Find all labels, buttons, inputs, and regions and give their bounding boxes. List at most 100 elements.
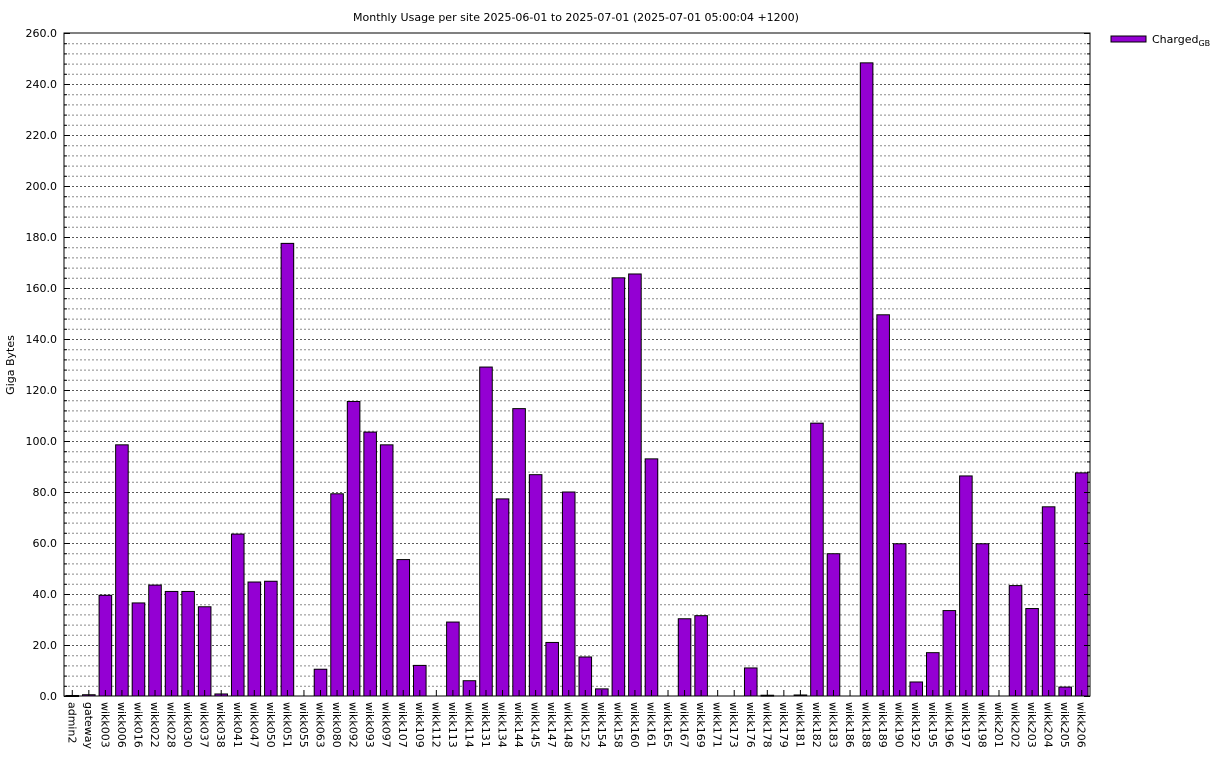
bar-wikk093 [363, 431, 377, 697]
x-tick-label: wikk022 [148, 702, 161, 748]
x-tick-label: wikk145 [529, 702, 542, 748]
y-tick-labels: 0.0 20.0 40.0 60.0 80.0 100.0 120.0 140.0 160.0 1… [26, 27, 58, 703]
y-axis-label: Giga Bytes [4, 335, 17, 395]
bar-wikk080 [330, 493, 344, 697]
x-tick-label: wikk092 [347, 702, 360, 748]
bar-wikk134 [495, 498, 510, 697]
bar-wikk030 [181, 590, 195, 697]
x-tick-label: wikk131 [479, 702, 492, 748]
x-tick-label: wikk178 [760, 702, 773, 748]
x-tick-label: wikk051 [280, 702, 293, 748]
y-tick-label: 160.0 [26, 282, 58, 295]
bar-wikk147 [545, 641, 559, 697]
x-tick-label: wikk173 [727, 702, 740, 748]
x-tick-label: wikk201 [992, 702, 1005, 748]
x-tick-label: wikk113 [446, 702, 459, 748]
bar-wikk148 [561, 491, 576, 697]
y-tick-label: 80.0 [33, 486, 58, 499]
y-tick-label: 220.0 [26, 129, 58, 142]
bar-wikk028 [164, 590, 179, 697]
y-tick-label: 180.0 [26, 231, 58, 244]
x-tick-label: wikk114 [462, 702, 475, 748]
x-tick-label: wikk006 [115, 702, 128, 748]
bar-wikk051 [280, 242, 295, 697]
x-tick-label: wikk112 [429, 702, 442, 748]
x-tick-label: wikk188 [860, 702, 873, 748]
x-tick-label: wikk206 [1075, 702, 1088, 748]
x-tick-label: wikk080 [330, 702, 343, 748]
x-tick-label: wikk016 [131, 702, 144, 748]
x-tick-label: wikk097 [380, 702, 393, 748]
bar-wikk188 [859, 62, 874, 697]
x-tick-label: wikk165 [661, 702, 674, 748]
x-tick-label: wikk055 [297, 702, 310, 748]
x-tick-label: wikk192 [909, 702, 922, 748]
x-tick-label: wikk050 [264, 702, 277, 748]
bar-wikk204 [1041, 506, 1056, 697]
bar-wikk202 [1008, 585, 1023, 697]
bar-wikk037 [197, 606, 212, 697]
x-tick-label: wikk202 [1009, 702, 1022, 748]
y-tick-label: 40.0 [33, 588, 58, 601]
x-tick-label: wikk196 [942, 702, 955, 748]
x-tick-label: wikk109 [413, 702, 426, 748]
x-tick-label: wikk167 [678, 702, 691, 748]
y-tick-label: 60.0 [33, 537, 58, 550]
bar-wikk047 [247, 581, 262, 697]
x-tick-label: wikk028 [165, 702, 178, 748]
y-tick-label: 200.0 [26, 180, 58, 193]
x-tick-label: wikk030 [181, 702, 194, 748]
chart-title: Monthly Usage per site 2025-06-01 to 202… [353, 11, 799, 24]
x-tick-label: wikk144 [512, 702, 525, 748]
bar-wikk190 [892, 543, 907, 697]
bar-wikk161 [644, 458, 659, 697]
bar-wikk196 [942, 610, 957, 697]
bar-wikk003 [98, 594, 113, 697]
x-tick-label: wikk204 [1042, 702, 1055, 748]
plot-frame [63, 32, 1091, 697]
x-tick-label: wikk186 [843, 702, 856, 748]
x-tick-label: wikk161 [644, 702, 657, 748]
x-tick-label: wikk197 [959, 702, 972, 748]
y-tick-label: 140.0 [26, 333, 58, 346]
bar-wikk144 [512, 408, 526, 697]
x-tick-label: wikk047 [247, 702, 260, 748]
bar-wikk169 [694, 615, 708, 697]
y-tick-label: 260.0 [26, 27, 58, 40]
x-tick-label: wikk037 [198, 702, 211, 748]
x-tick-label: wikk160 [628, 702, 641, 748]
x-tick-label: wikk169 [694, 702, 707, 748]
x-tick-label: wikk183 [827, 702, 840, 748]
bar-wikk158 [611, 277, 626, 697]
bar-wikk189 [876, 314, 890, 697]
x-tick-label: gateway [82, 702, 95, 750]
x-tick-label: wikk171 [711, 702, 724, 748]
x-tick-label: wikk154 [595, 702, 608, 748]
y-tick-label: 0.0 [40, 690, 58, 703]
bar-wikk203 [1025, 608, 1039, 697]
bar-wikk167 [677, 618, 692, 697]
legend-label: ChargedGB [1152, 33, 1210, 48]
bar-wikk092 [346, 400, 361, 697]
x-tick-label: wikk063 [314, 702, 327, 748]
x-tick-label: wikk041 [231, 702, 244, 748]
y-tick-label: 120.0 [26, 384, 58, 397]
bar-wikk206 [1074, 472, 1089, 697]
x-tick-label: wikk003 [98, 702, 111, 748]
x-tick-label: wikk189 [876, 702, 889, 748]
bar-wikk183 [826, 553, 841, 697]
x-tick-label: wikk093 [363, 702, 376, 748]
x-tick-label: wikk038 [214, 702, 227, 748]
y-tick-label: 240.0 [26, 78, 58, 91]
x-tick-label: wikk181 [793, 702, 806, 748]
bar-wikk016 [131, 602, 146, 697]
y-tick-label: 100.0 [26, 435, 58, 448]
bar-wikk195 [926, 652, 940, 697]
x-tick-label: wikk182 [810, 702, 823, 748]
bars [65, 62, 1089, 697]
bar-wikk198 [975, 543, 990, 697]
legend-swatch [1110, 35, 1147, 43]
x-tick-label: wikk147 [545, 702, 558, 748]
bar-wikk107 [396, 559, 411, 697]
x-tick-label: wikk148 [562, 702, 575, 748]
